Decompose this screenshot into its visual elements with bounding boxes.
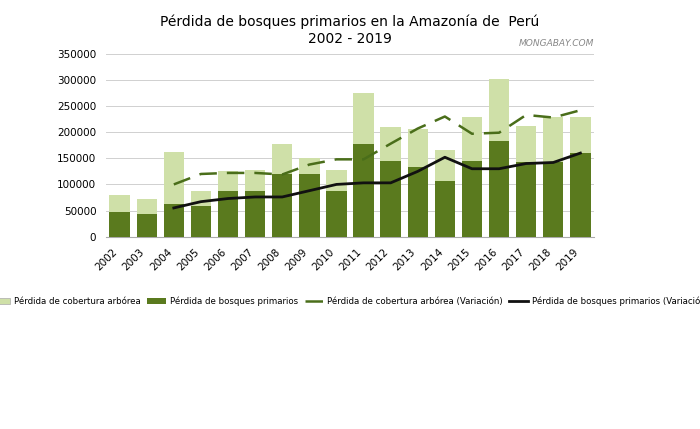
Pérdida de cobertura arbórea (Variación): [305, 162, 314, 167]
Pérdida de cobertura arbórea (Variación): [251, 170, 259, 175]
Pérdida de bosques primarios (Variación): [332, 182, 341, 187]
Bar: [381, 127, 401, 237]
Pérdida de bosques primarios (Variación): [197, 199, 205, 204]
Bar: [543, 163, 564, 237]
Bar: [462, 117, 482, 237]
Pérdida de bosques primarios (Variación): [224, 196, 232, 201]
Legend: Pérdida de cobertura arbórea, Pérdida de bosques primarios, Pérdida de cobertura: Pérdida de cobertura arbórea, Pérdida de…: [0, 293, 700, 309]
Bar: [462, 161, 482, 237]
Pérdida de cobertura arbórea (Variación): [197, 172, 205, 177]
Pérdida de bosques primarios (Variación): [359, 180, 368, 185]
Bar: [136, 199, 157, 237]
Bar: [272, 144, 293, 237]
Bar: [407, 167, 428, 237]
Bar: [109, 212, 130, 237]
Bar: [191, 191, 211, 237]
Pérdida de cobertura arbórea (Variación): [414, 126, 422, 131]
Pérdida de cobertura arbórea (Variación): [549, 115, 557, 120]
Bar: [299, 174, 319, 237]
Bar: [516, 126, 536, 237]
Pérdida de cobertura arbórea (Variación): [169, 182, 178, 187]
Bar: [109, 195, 130, 237]
Pérdida de bosques primarios (Variación): [278, 194, 286, 199]
Bar: [407, 129, 428, 237]
Pérdida de bosques primarios (Variación): [305, 188, 314, 193]
Bar: [299, 158, 319, 237]
Pérdida de cobertura arbórea (Variación): [224, 170, 232, 175]
Pérdida de bosques primarios (Variación): [468, 166, 476, 171]
Pérdida de cobertura arbórea (Variación): [576, 108, 584, 113]
Bar: [381, 161, 401, 237]
Bar: [164, 204, 184, 237]
Pérdida de bosques primarios (Variación): [251, 194, 259, 199]
Bar: [570, 117, 591, 237]
Pérdida de bosques primarios (Variación): [576, 151, 584, 156]
Bar: [354, 93, 374, 237]
Bar: [272, 174, 293, 237]
Pérdida de cobertura arbórea (Variación): [332, 157, 341, 162]
Bar: [164, 151, 184, 237]
Pérdida de cobertura arbórea (Variación): [468, 131, 476, 136]
Pérdida de cobertura arbórea (Variación): [359, 157, 368, 162]
Bar: [489, 141, 509, 237]
Pérdida de bosques primarios (Variación): [386, 180, 395, 185]
Text: MONGABAY.COM: MONGABAY.COM: [519, 39, 594, 48]
Bar: [136, 214, 157, 237]
Pérdida de bosques primarios (Variación): [169, 205, 178, 211]
Pérdida de bosques primarios (Variación): [549, 160, 557, 165]
Bar: [354, 144, 374, 237]
Bar: [218, 171, 238, 237]
Line: Pérdida de bosques primarios (Variación): Pérdida de bosques primarios (Variación): [174, 153, 580, 208]
Bar: [245, 191, 265, 237]
Pérdida de bosques primarios (Variación): [495, 166, 503, 171]
Bar: [435, 181, 455, 237]
Line: Pérdida de cobertura arbórea (Variación): Pérdida de cobertura arbórea (Variación): [174, 110, 580, 184]
Pérdida de cobertura arbórea (Variación): [386, 141, 395, 146]
Bar: [326, 191, 346, 237]
Pérdida de cobertura arbórea (Variación): [278, 172, 286, 177]
Bar: [489, 79, 509, 237]
Pérdida de bosques primarios (Variación): [522, 161, 531, 166]
Bar: [191, 206, 211, 237]
Pérdida de cobertura arbórea (Variación): [522, 112, 531, 118]
Bar: [516, 163, 536, 237]
Pérdida de cobertura arbórea (Variación): [441, 114, 449, 119]
Bar: [245, 170, 265, 237]
Title: Pérdida de bosques primarios en la Amazonía de  Perú
2002 - 2019: Pérdida de bosques primarios en la Amazo…: [160, 15, 540, 46]
Pérdida de cobertura arbórea (Variación): [495, 130, 503, 135]
Bar: [435, 151, 455, 237]
Pérdida de bosques primarios (Variación): [414, 169, 422, 174]
Bar: [570, 153, 591, 237]
Bar: [218, 191, 238, 237]
Bar: [326, 170, 346, 237]
Bar: [543, 117, 564, 237]
Pérdida de bosques primarios (Variación): [441, 155, 449, 160]
